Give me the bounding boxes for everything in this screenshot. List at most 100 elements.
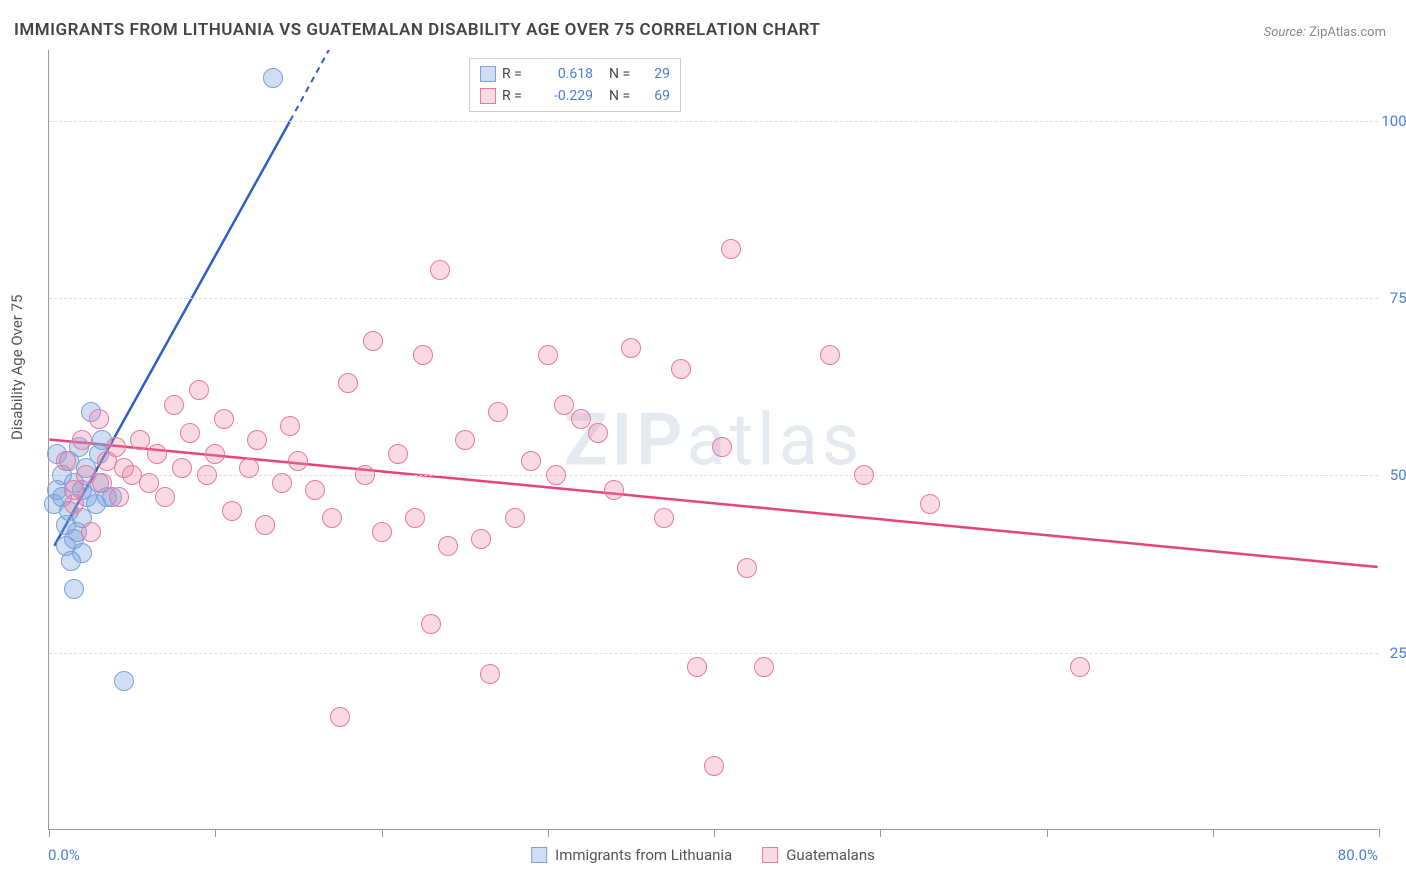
data-point [247,430,267,450]
r-value-2: -0.229 [538,88,593,104]
data-point [92,473,112,493]
data-point [106,437,126,457]
data-point [704,756,724,776]
data-point [430,260,450,280]
data-point [72,543,92,563]
legend-swatch-2 [480,88,496,104]
data-point [72,430,92,450]
data-point [854,465,874,485]
data-point [305,480,325,500]
legend-swatch-bottom-1 [531,847,547,863]
data-point [214,409,234,429]
source-attribution: Source: ZipAtlas.com [1264,25,1386,40]
x-tick [49,829,50,837]
x-tick [382,829,383,837]
data-point [197,465,217,485]
legend-item-1: Immigrants from Lithuania [531,846,732,864]
data-point [172,458,192,478]
y-tick-label: 25.0% [1370,644,1406,662]
plot-area: R = 0.618 N = 29 R = -0.229 N = 69 ZIPat… [48,50,1378,830]
data-point [355,465,375,485]
x-tick [1213,829,1214,837]
y-tick-label: 100.0% [1370,112,1406,130]
data-point [521,451,541,471]
data-point [222,501,242,521]
data-point [139,473,159,493]
data-point [164,395,184,415]
data-point [372,522,392,542]
data-point [621,338,641,358]
x-axis-max-label: 80.0% [1338,846,1378,864]
x-tick [880,829,881,837]
data-point [363,331,383,351]
n-value-2: 69 [645,88,670,104]
data-point [538,345,558,365]
legend-label-2: Guatemalans [786,846,875,864]
data-point [338,373,358,393]
data-point [737,558,757,578]
x-tick [215,829,216,837]
data-point [81,522,101,542]
correlation-chart: IMMIGRANTS FROM LITHUANIA VS GUATEMALAN … [0,0,1406,892]
data-point [272,473,292,493]
x-tick [548,829,549,837]
data-point [480,664,500,684]
data-point [114,671,134,691]
correlation-legend: R = 0.618 N = 29 R = -0.229 N = 69 [469,58,681,112]
data-point [712,437,732,457]
legend-label-1: Immigrants from Lithuania [555,846,732,864]
data-point [89,409,109,429]
data-point [920,494,940,514]
r-value-1: 0.618 [538,66,593,82]
data-point [421,614,441,634]
source-name: ZipAtlas.com [1309,25,1386,40]
data-point [438,536,458,556]
x-tick [714,829,715,837]
legend-row-series-2: R = -0.229 N = 69 [480,85,670,107]
data-point [671,359,691,379]
data-point [687,657,707,677]
data-point [130,430,150,450]
data-point [754,657,774,677]
x-axis-min-label: 0.0% [48,846,80,864]
n-label-2: N = [609,88,639,104]
data-point [455,430,475,450]
data-point [405,508,425,528]
r-label-1: R = [502,66,532,82]
data-point [505,508,525,528]
y-tick-label: 50.0% [1370,466,1406,484]
data-point [471,529,491,549]
data-point [180,423,200,443]
watermark: ZIPatlas [564,397,863,482]
legend-item-2: Guatemalans [762,846,875,864]
data-point [239,458,259,478]
data-point [147,444,167,464]
series-legend: Immigrants from Lithuania Guatemalans [531,846,875,864]
data-point [155,487,175,507]
data-point [546,465,566,485]
data-point [571,409,591,429]
data-point [721,239,741,259]
data-point [255,515,275,535]
data-point [322,508,342,528]
n-value-1: 29 [645,66,670,82]
n-label-1: N = [609,66,639,82]
gridline-h [49,121,1378,122]
data-point [263,68,283,88]
data-point [64,579,84,599]
y-axis-title: Disability Age Over 75 [8,295,26,440]
x-tick [1379,829,1380,837]
data-point [280,416,300,436]
y-tick-label: 75.0% [1370,289,1406,307]
data-point [588,423,608,443]
legend-swatch-bottom-2 [762,847,778,863]
data-point [189,380,209,400]
gridline-h [49,653,1378,654]
chart-title: IMMIGRANTS FROM LITHUANIA VS GUATEMALAN … [14,20,820,40]
legend-row-series-1: R = 0.618 N = 29 [480,63,670,85]
legend-swatch-1 [480,66,496,82]
source-label: Source: [1264,25,1306,40]
data-point [1070,657,1090,677]
data-point [388,444,408,464]
data-point [604,480,624,500]
